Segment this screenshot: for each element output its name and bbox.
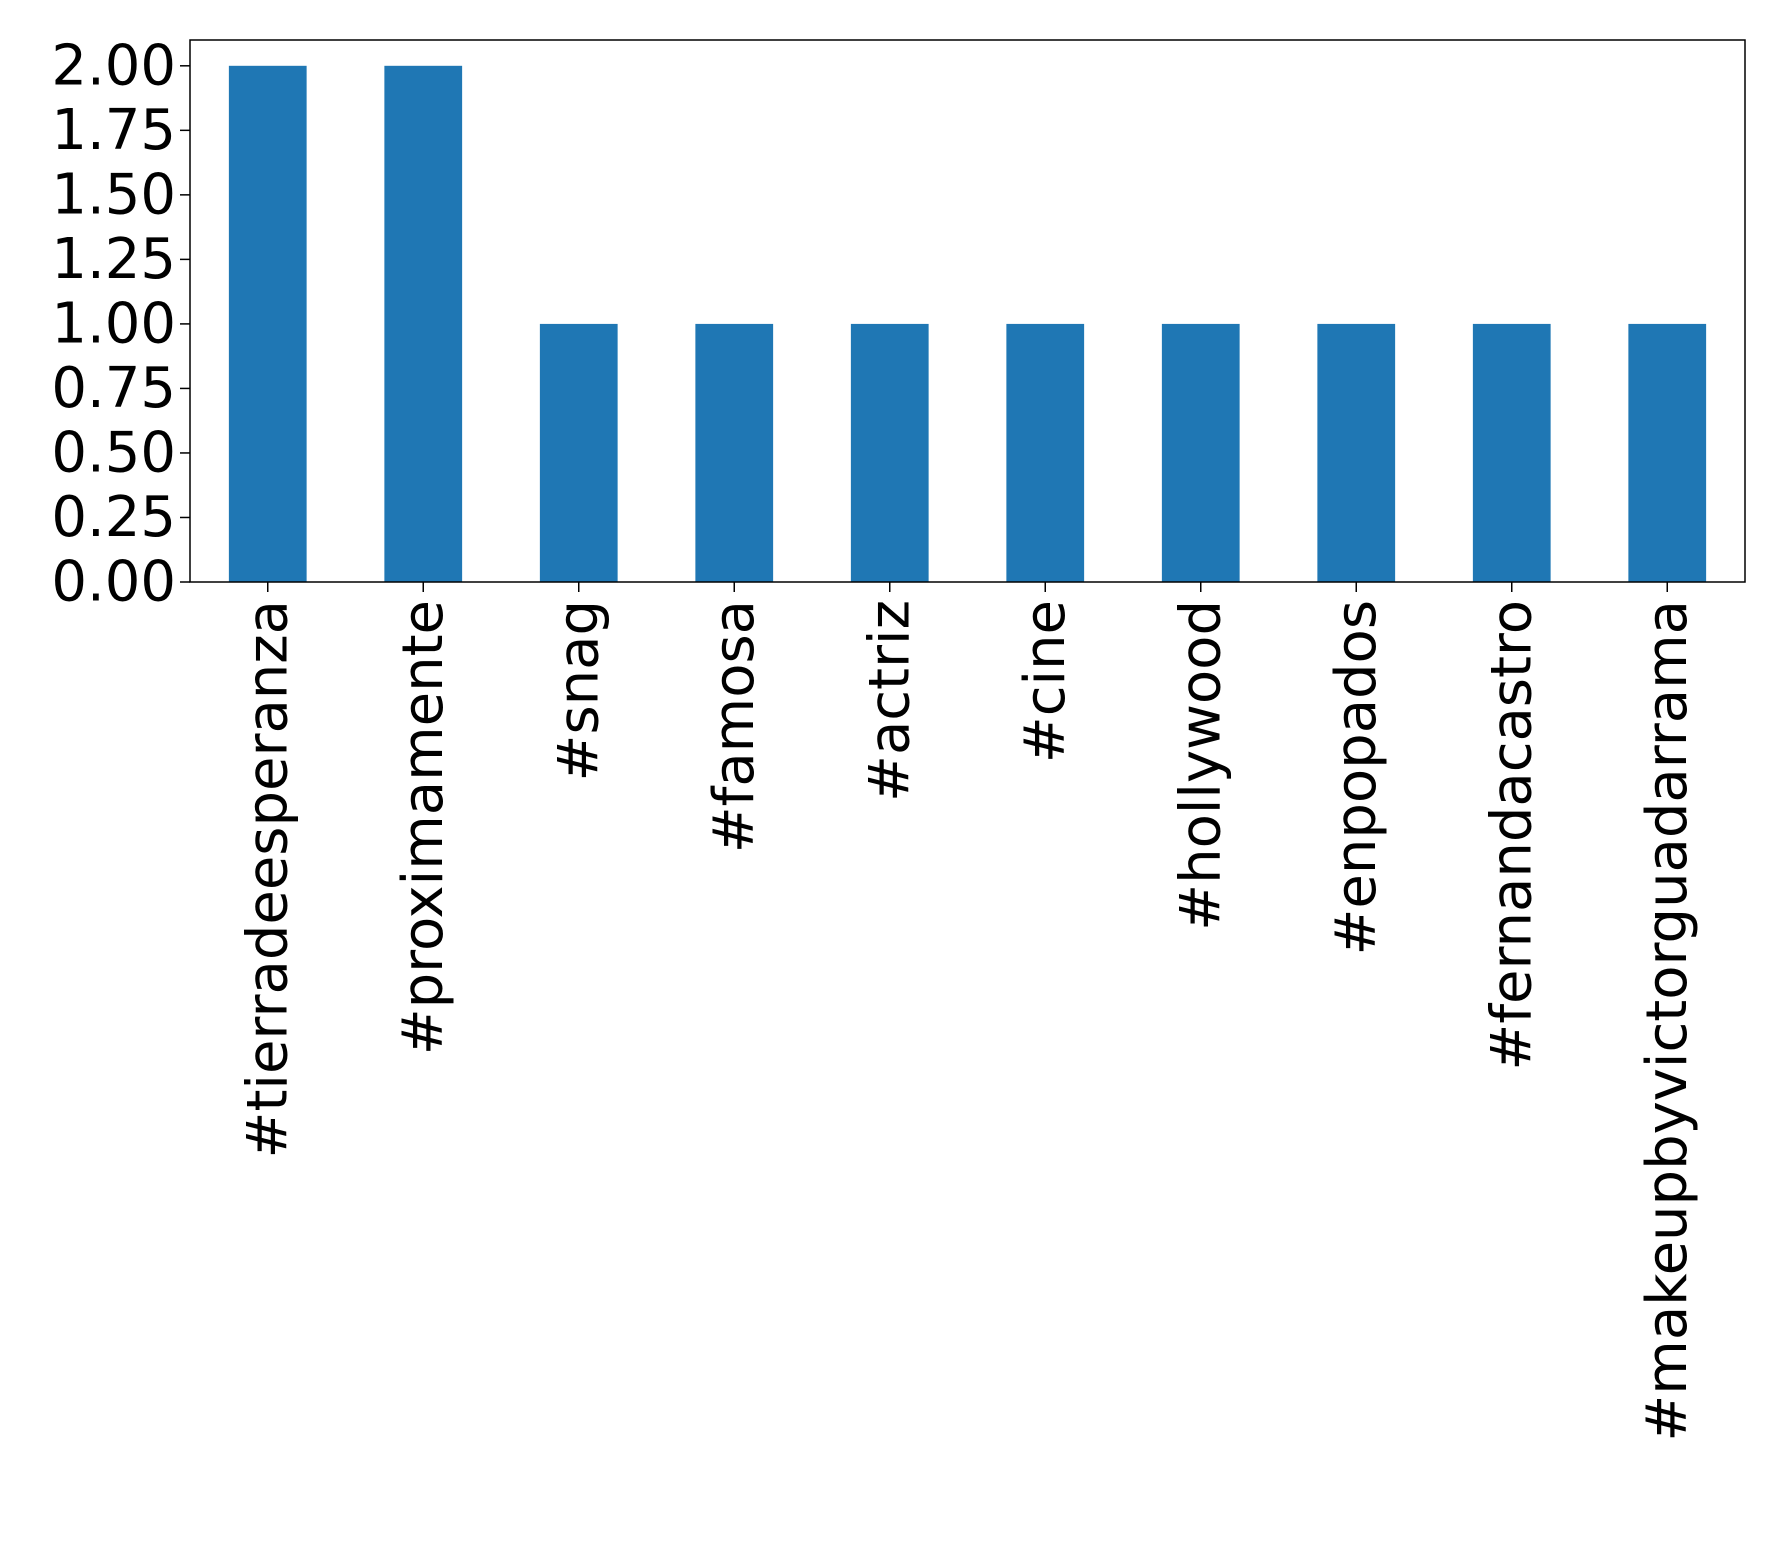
bar-actriz: [850, 323, 929, 582]
x-tick-label: #tierradeesperanza: [235, 600, 300, 1158]
bar-makeupbyvictorguadarrama: [1628, 323, 1707, 582]
x-tick-label: #fernandacastro: [1479, 600, 1544, 1071]
y-tick-label: 0.75: [51, 356, 176, 421]
x-tick-label: #hollywood: [1168, 600, 1233, 931]
y-tick-label: 0.50: [51, 420, 176, 485]
bar-fernandacastro: [1472, 323, 1551, 582]
bars-group: [228, 65, 1707, 583]
bar-enpopados: [1317, 323, 1396, 582]
x-tick-label: #famosa: [702, 600, 767, 853]
y-axis: 0.000.250.500.751.001.251.501.752.00: [51, 33, 190, 615]
x-tick-label: #proximamente: [391, 600, 456, 1055]
y-tick-label: 0.00: [51, 550, 176, 615]
y-tick-label: 1.25: [51, 227, 176, 292]
y-tick-label: 1.50: [51, 162, 176, 227]
y-tick-label: 1.00: [51, 291, 176, 356]
x-tick-label: #actriz: [857, 600, 922, 802]
x-tick-label: #cine: [1013, 600, 1078, 763]
bar-tierradeesperanza: [228, 65, 307, 583]
y-tick-label: 2.00: [51, 33, 176, 98]
bar-cine: [1006, 323, 1085, 582]
x-tick-label: #snag: [546, 600, 611, 781]
bar-snag: [539, 323, 618, 582]
x-tick-label: #enpopados: [1324, 600, 1389, 956]
plot-frame: [189, 39, 1746, 583]
x-axis: #tierradeesperanza #proximamente #snag #fam…: [235, 582, 1700, 1442]
x-tick-label: #makeupbyvictorguadarrama: [1635, 600, 1700, 1442]
y-tick-label: 1.75: [51, 98, 176, 163]
bar-proximamente: [384, 65, 463, 583]
bar-hollywood: [1161, 323, 1240, 582]
y-tick-label: 0.25: [51, 485, 176, 550]
bar-famosa: [695, 323, 774, 582]
